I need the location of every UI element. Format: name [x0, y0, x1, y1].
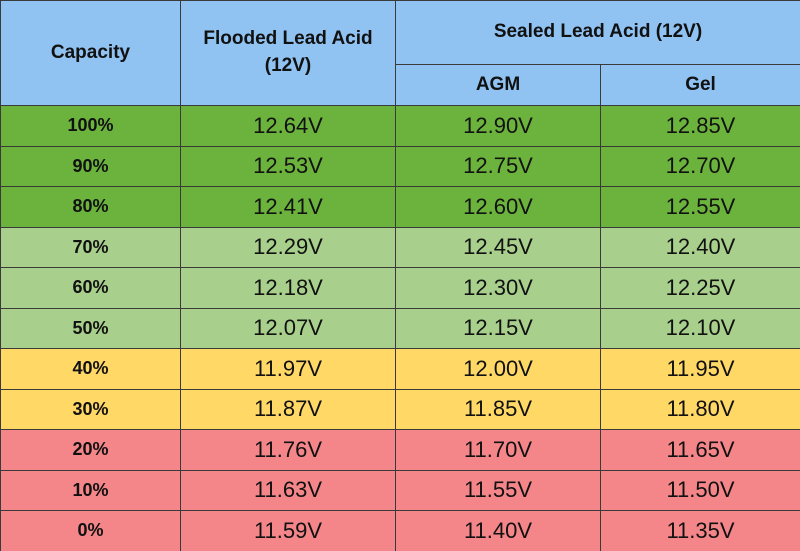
voltage-cell: 12.07V [180, 307, 396, 349]
header-text: Gel [685, 73, 716, 95]
header-text: AGM [475, 73, 521, 95]
voltage-cell: 12.30V [395, 267, 601, 309]
voltage-cell: 11.76V [180, 429, 396, 471]
voltage-cell: 11.50V [600, 469, 800, 511]
header-text: Flooded Lead Acid (12V) [203, 28, 373, 76]
voltage-cell: 12.40V [600, 226, 800, 268]
table-row: 0% 11.59V 11.40V 11.35V [0, 510, 800, 551]
table-row: 40% 11.97V 12.00V 11.95V [0, 348, 800, 390]
voltage-cell: 11.97V [180, 348, 396, 390]
table-row: 60% 12.18V 12.30V 12.25V [0, 267, 800, 309]
capacity-cell: 0% [0, 510, 181, 551]
voltage-cell: 12.29V [180, 226, 396, 268]
voltage-cell: 12.75V [395, 145, 601, 187]
voltage-cell: 11.35V [600, 510, 800, 551]
header-cell: AGM [395, 64, 601, 106]
table-body: 100% 12.64V 12.90V 12.85V 90% 12.53V 12.75V 12.… [0, 105, 800, 551]
voltage-cell: 11.40V [395, 510, 601, 551]
voltage-cell: 12.10V [600, 307, 800, 349]
voltage-cell: 12.45V [395, 226, 601, 268]
voltage-cell: 12.70V [600, 145, 800, 187]
voltage-cell: 12.60V [395, 186, 601, 228]
header-text: Sealed Lead Acid (12V) [493, 21, 703, 43]
capacity-cell: 60% [0, 267, 181, 309]
header-cell: Sealed Lead Acid (12V) [395, 0, 800, 65]
capacity-cell: 70% [0, 226, 181, 268]
voltage-cell: 12.64V [180, 105, 396, 147]
voltage-cell: 11.87V [180, 388, 396, 430]
voltage-cell: 12.00V [395, 348, 601, 390]
voltage-cell: 12.53V [180, 145, 396, 187]
header-cell: Capacity [0, 0, 181, 106]
table-row: 80% 12.41V 12.60V 12.55V [0, 186, 800, 228]
voltage-cell: 11.85V [395, 388, 601, 430]
table-row: 10% 11.63V 11.55V 11.50V [0, 469, 800, 511]
voltage-cell: 12.18V [180, 267, 396, 309]
voltage-cell: 11.59V [180, 510, 396, 551]
voltage-cell: 12.90V [395, 105, 601, 147]
capacity-cell: 20% [0, 429, 181, 471]
table-row: 30% 11.87V 11.85V 11.80V [0, 388, 800, 430]
voltage-cell: 11.80V [600, 388, 800, 430]
table-row: 100% 12.64V 12.90V 12.85V [0, 105, 800, 147]
header-row: Capacity Flooded Lead Acid (12V) Sealed … [0, 0, 800, 106]
capacity-cell: 40% [0, 348, 181, 390]
voltage-cell: 11.63V [180, 469, 396, 511]
voltage-cell: 12.15V [395, 307, 601, 349]
table-row: 20% 11.76V 11.70V 11.65V [0, 429, 800, 471]
voltage-cell: 11.95V [600, 348, 800, 390]
header-cell: Gel [600, 64, 800, 106]
voltage-cell: 12.85V [600, 105, 800, 147]
voltage-cell: 11.70V [395, 429, 601, 471]
voltage-cell: 11.55V [395, 469, 601, 511]
capacity-cell: 50% [0, 307, 181, 349]
table-row: 50% 12.07V 12.15V 12.10V [0, 307, 800, 349]
header-cell: Flooded Lead Acid (12V) [180, 0, 396, 106]
voltage-cell: 12.55V [600, 186, 800, 228]
voltage-cell: 12.25V [600, 267, 800, 309]
capacity-cell: 80% [0, 186, 181, 228]
voltage-cell: 11.65V [600, 429, 800, 471]
table-header: Capacity Flooded Lead Acid (12V) Sealed … [0, 0, 800, 106]
voltage-cell: 12.41V [180, 186, 396, 228]
capacity-cell: 90% [0, 145, 181, 187]
table-row: 90% 12.53V 12.75V 12.70V [0, 145, 800, 187]
capacity-cell: 100% [0, 105, 181, 147]
capacity-cell: 10% [0, 469, 181, 511]
table-row: 70% 12.29V 12.45V 12.40V [0, 226, 800, 268]
capacity-cell: 30% [0, 388, 181, 430]
header-text: Capacity [50, 41, 131, 63]
